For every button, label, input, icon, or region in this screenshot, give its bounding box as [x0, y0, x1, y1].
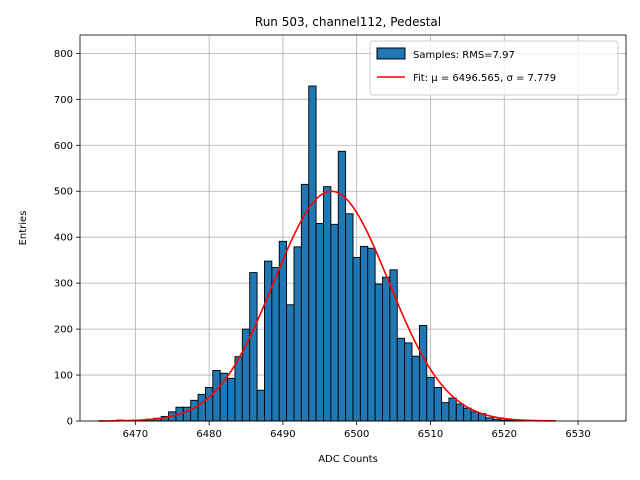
histogram-bar [411, 355, 420, 422]
chart-title: Run 503, channel112, Pedestal [255, 15, 441, 29]
x-tick-label: 6530 [565, 429, 590, 440]
gaussian-fit-curve [98, 190, 556, 422]
histogram-bar [404, 342, 413, 422]
histogram-bar [271, 267, 280, 422]
plot-frame [79, 34, 627, 422]
histogram-bar [190, 399, 199, 422]
histogram-bar [286, 304, 295, 422]
legend-swatch-histogram [376, 47, 406, 60]
y-tick-label: 300 [54, 279, 73, 290]
y-tick-label: 200 [54, 325, 73, 336]
histogram-bar [359, 245, 369, 422]
x-tick-label: 6490 [270, 429, 295, 440]
histogram-bar [463, 407, 472, 422]
histogram-bar [256, 389, 265, 422]
histogram-bar [197, 393, 206, 422]
y-tick-label: 500 [54, 187, 73, 198]
x-tick-label: 6520 [492, 429, 517, 440]
histogram-bar [433, 387, 442, 422]
y-tick-label: 600 [54, 141, 73, 152]
histogram-bar [249, 272, 258, 422]
x-tick-label: 6500 [344, 429, 369, 440]
legend-box [369, 40, 619, 96]
histogram-bar [455, 403, 465, 422]
legend: Samples: RMS=7.97 Fit: μ = 6496.565, σ =… [369, 40, 619, 96]
histogram-bar [345, 213, 354, 422]
fit-curve-layer [98, 190, 556, 422]
histogram-bar [204, 387, 214, 422]
histogram-bar [293, 246, 302, 422]
histogram-bar [426, 376, 435, 422]
histogram-bar [470, 411, 479, 422]
histogram-bar [212, 370, 221, 422]
x-tick-label: 6470 [123, 429, 148, 440]
y-tick-label: 0 [67, 417, 73, 428]
histogram-bar [441, 402, 450, 422]
y-tick-label: 100 [54, 371, 73, 382]
histogram-bar [337, 150, 347, 422]
histogram-bar [241, 328, 251, 422]
histogram-bar [374, 283, 383, 422]
x-axis-label: ADC Counts [318, 454, 378, 465]
x-tick-label: 6510 [418, 429, 443, 440]
histogram-bar [264, 260, 273, 422]
y-tick-label: 700 [54, 95, 73, 106]
histogram-bar [367, 247, 376, 422]
histogram-bars [116, 85, 524, 422]
histogram-bar [234, 356, 243, 422]
legend-label-fit: Fit: μ = 6496.565, σ = 7.779 [413, 73, 556, 84]
histogram-bar [352, 256, 361, 422]
y-axis-label: Entries [18, 211, 29, 246]
histogram-bar [418, 324, 428, 422]
y-tick-label: 800 [54, 49, 73, 60]
y-tick-label: 400 [54, 233, 73, 244]
histogram-bar [315, 222, 324, 422]
histogram-bar [330, 223, 339, 422]
x-tick-label: 6480 [196, 429, 221, 440]
histogram-bar [485, 417, 494, 422]
histogram-bar [382, 276, 391, 422]
histogram-bar [308, 85, 317, 422]
legend-label-histogram: Samples: RMS=7.97 [413, 50, 515, 61]
histogram-bar [323, 186, 332, 422]
axis-ticks: 6470 6480 6490 6500 6510 6520 6530 0 100 200 300 40… [54, 49, 591, 440]
histogram-bar [227, 377, 236, 422]
histogram-bar [396, 337, 406, 422]
histogram-bar [448, 397, 457, 422]
